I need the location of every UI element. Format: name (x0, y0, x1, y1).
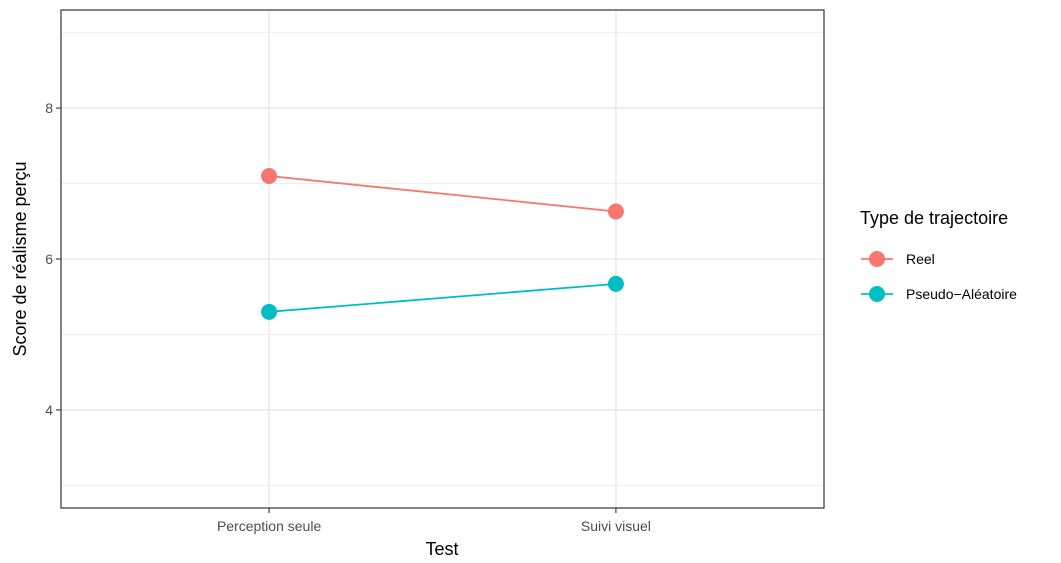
grid-lines (61, 10, 824, 508)
data-point (607, 275, 624, 292)
y-axis-title: Score de réalisme perçu (10, 161, 30, 356)
legend-label: Reel (906, 251, 935, 267)
series-line (269, 283, 616, 313)
data-point (261, 168, 278, 184)
x-tick-label: Suivi visuel (581, 518, 651, 534)
y-tick-label: 6 (45, 251, 53, 267)
legend-key-marker (869, 286, 885, 302)
legend-key-marker (869, 251, 885, 267)
series-layer (261, 168, 624, 320)
legend-label: Pseudo−Aléatoire (906, 286, 1017, 302)
legend: Type de trajectoire Reel Pseudo−Aléatoire (860, 208, 1017, 302)
data-point (607, 203, 624, 220)
x-axis-title: Test (425, 539, 458, 559)
x-tick-label: Perception seule (217, 518, 322, 534)
y-tick-label: 8 (45, 100, 53, 116)
y-tick-label: 4 (45, 402, 53, 418)
series-line (268, 175, 617, 213)
legend-title: Type de trajectoire (860, 208, 1008, 228)
axes: 4 6 8 Perception seule Suivi visuel (45, 100, 651, 534)
data-point (261, 303, 278, 320)
